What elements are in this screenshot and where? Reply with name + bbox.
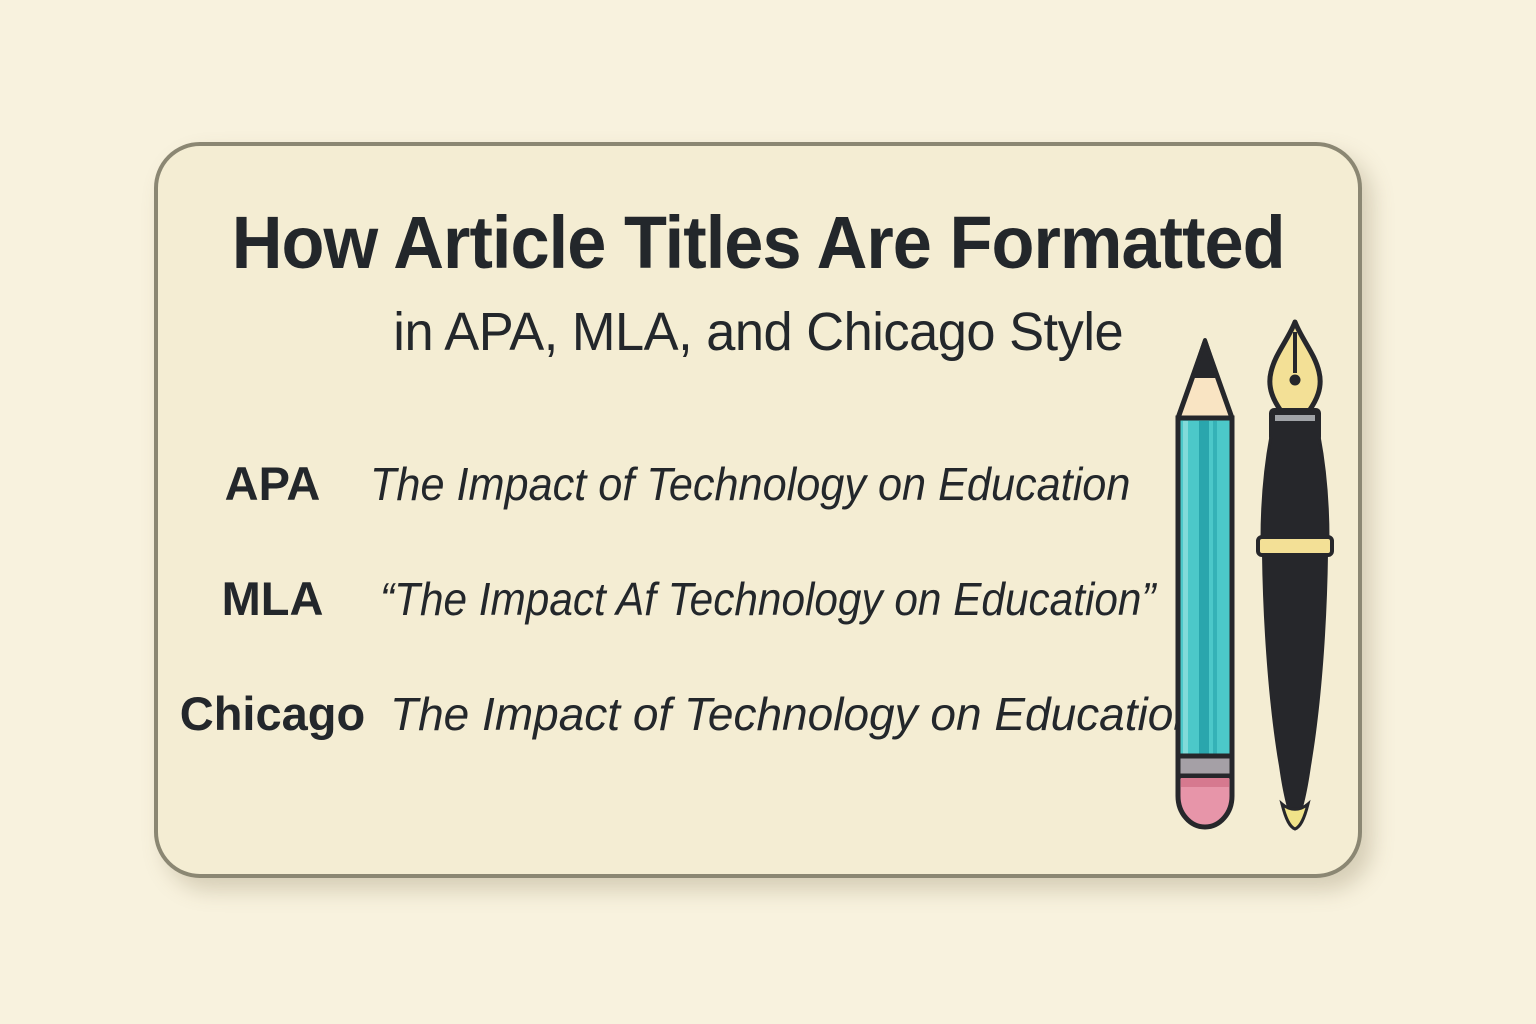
style-guide-card — [154, 142, 1362, 878]
style-label-mla: MLA — [221, 572, 324, 625]
page-subtitle-wrap: in APA, MLA, and Chicago Style — [154, 301, 1362, 363]
example-title-apa: The Impact of Technology on Education — [370, 458, 1131, 510]
example-title-mla: “The Impact Af Technology on Education” — [380, 573, 1156, 625]
page-title: How Article Titles Are Formatted — [231, 201, 1286, 284]
page-title-wrap: How Article Titles Are Formatted — [154, 200, 1362, 285]
example-title-chicago: The Impact of Technology on Education — [390, 688, 1199, 740]
style-label-apa: APA — [224, 457, 321, 510]
style-row-apa: APA The Impact of Technology on Educatio… — [0, 452, 1536, 516]
style-label-chicago: Chicago — [179, 687, 366, 740]
page-subtitle: in APA, MLA, and Chicago Style — [393, 302, 1123, 362]
pencil-icon — [1175, 338, 1235, 830]
writing-tools-illustration — [1175, 319, 1334, 831]
style-row-chicago: Chicago The Impact of Technology on Educ… — [0, 682, 1536, 746]
style-row-mla: MLA “The Impact Af Technology on Educati… — [0, 567, 1536, 631]
fountain-pen-icon — [1256, 319, 1334, 831]
